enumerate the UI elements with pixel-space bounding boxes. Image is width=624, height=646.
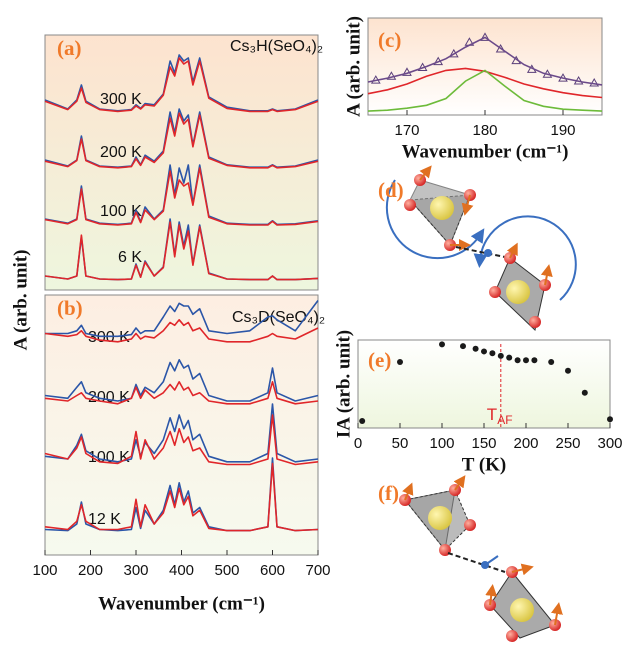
x-axis-label: Wavenumber (cm⁻¹) [98,593,265,614]
x-tick-label: 100 [32,562,57,579]
x-tick-label: 600 [260,562,285,579]
x-tick-label: 100 [429,435,454,452]
panel-e-frame [357,339,611,429]
temperature-label: 200 K [88,389,130,406]
panel-label: (c) [378,28,401,52]
x-tick-label: 300 [123,562,148,579]
temperature-label: 300 K [88,329,130,346]
data-point [607,416,613,423]
panel-label: (a) [57,36,82,60]
temperature-label: 6 K [118,249,142,266]
diagram-d [385,165,577,331]
panel-label: (b) [57,296,83,320]
data-point [589,77,600,87]
data-point [565,367,571,374]
x-tick-label: 200 [78,562,103,579]
panel-a-frame [44,34,319,291]
x-tick-label: 50 [392,435,409,452]
compound-label: Cs₃D(SeO₄)₂ [232,309,325,326]
panel-label: (f) [378,481,399,505]
x-tick-label: 0 [354,435,362,452]
data-point [480,32,490,41]
spectrum-line [44,112,319,169]
fit-line [367,36,603,86]
transition-label-main: T [487,405,497,424]
data-point [497,352,504,359]
y-axis-label: IA (arb. unit) [333,330,354,438]
x-tick-label: 180 [472,122,497,139]
spectrum-line [45,300,319,338]
temperature-label: 300 K [100,91,142,108]
data-point [359,417,366,424]
spectrum-line [44,403,319,463]
spectrum-line [44,381,319,405]
panel-label: (d) [378,178,404,202]
data-point [581,389,588,396]
spectrum-line [44,462,319,532]
data-point [386,71,397,80]
data-point [397,359,403,365]
data-point [523,357,529,364]
x-axis-label: T (K) [462,454,507,475]
data-point [481,348,487,355]
x-tick-label: 250 [555,435,580,452]
x-tick-label: 400 [169,562,194,579]
x-tick-label: 500 [214,562,239,579]
data-point [548,359,555,365]
panel-label: (e) [368,348,391,372]
x-tick-label: 190 [550,122,575,139]
temperature-label: 12 K [88,511,121,528]
temperature-label: 100 K [100,203,142,220]
data-point [531,357,538,364]
fit-line [367,69,603,112]
x-tick-label: 200 [513,435,538,452]
x-axis-label: Wavenumber (cm⁻¹) [402,141,569,162]
temperature-label: 200 K [100,144,142,161]
data-point [506,354,513,361]
data-point [439,341,445,348]
data-point [495,44,506,53]
spectrum-line [44,221,319,281]
y-axis-label: A (arb. unit) [343,16,364,117]
x-tick-label: 150 [471,435,496,452]
spectrum-line [44,57,319,113]
data-point [489,350,496,357]
transition-label-sub: AF [497,413,512,427]
data-point [514,357,521,364]
y-axis-label: A (arb. unit) [10,250,31,351]
x-tick-label: 300 [597,435,622,452]
data-point [460,343,466,350]
data-point [472,345,479,352]
compound-label: Cs₃H(SeO₄)₂ [230,38,323,55]
x-tick-label: 700 [305,562,330,579]
spectrum-line [44,167,319,226]
spectrum-line [44,359,319,402]
x-tick-label: 170 [394,122,419,139]
spectrum-line [44,319,319,343]
transition-label: TAF [487,405,513,427]
spectrum-line [44,414,319,466]
diagram-f [399,475,563,642]
